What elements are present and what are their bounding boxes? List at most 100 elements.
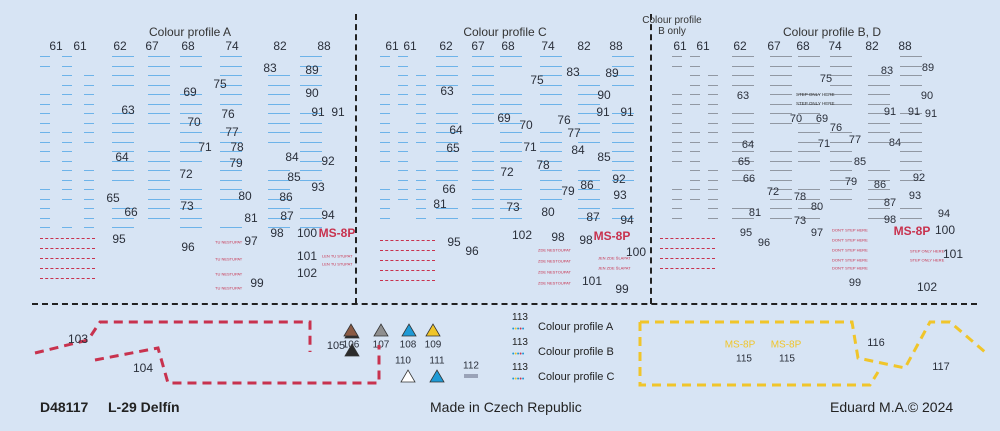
decal-number-68: 68 [796, 39, 810, 53]
profile-label-a: Colour profile A [538, 321, 614, 333]
stencil-text [540, 84, 562, 86]
stencil-text [540, 132, 562, 133]
stencil-text [112, 217, 134, 219]
decal-number-84: 84 [888, 137, 902, 149]
stencil-text [690, 94, 700, 95]
stencil-text [578, 122, 600, 124]
decal-number-61: 61 [403, 39, 417, 53]
stencil-warning-text: DON'T STEP HERE [832, 237, 868, 243]
stencil-text [380, 113, 390, 114]
stencil-text [84, 217, 94, 219]
decal-number-79: 79 [844, 176, 858, 188]
stencil-text [732, 170, 754, 171]
decal-number-61: 61 [73, 39, 87, 53]
stencil-text [578, 75, 600, 76]
stencil-text [578, 208, 600, 209]
stencil-text [708, 179, 718, 181]
stencil-text [770, 151, 792, 152]
decal-number-80: 80 [810, 201, 824, 213]
stencil-text [180, 141, 202, 143]
stencil-text [672, 56, 682, 57]
decal-number-117: 117 [932, 361, 950, 373]
decal-number-94: 94 [937, 208, 951, 220]
decal-number-107: 107 [372, 339, 390, 351]
stencil-text [380, 94, 390, 95]
triangle-decal-108 [401, 323, 417, 337]
stencil-text [770, 160, 792, 162]
stencil-text [300, 56, 322, 57]
stencil-text [690, 151, 700, 152]
decal-number-87: 87 [280, 209, 294, 223]
stencil-text [148, 113, 170, 114]
decal-number-88: 88 [898, 39, 912, 53]
sheet-title: L-29 Delfín [108, 399, 180, 415]
decal-number-63: 63 [736, 90, 750, 102]
stencil-text [732, 217, 754, 219]
decal-number-77: 77 [225, 125, 239, 139]
stencil-text [112, 122, 134, 124]
stencil-text [62, 94, 72, 95]
decal-number-71: 71 [198, 140, 212, 154]
stencil-text [798, 65, 820, 67]
stencil-text [300, 151, 322, 152]
stencil-text [868, 208, 890, 209]
stencil-text [500, 189, 522, 190]
stencil-text [868, 141, 890, 143]
stencil-text [380, 56, 390, 57]
decal-number-73: 73 [180, 199, 194, 213]
decal-number-66: 66 [742, 173, 756, 185]
stencil-text [148, 56, 170, 57]
stencil-text [732, 141, 754, 143]
decal-number-91: 91 [907, 106, 921, 118]
stencil-text [708, 189, 718, 190]
decal-number-76: 76 [221, 107, 235, 121]
dots-icon: ••••• [512, 326, 525, 333]
stencil-text [500, 151, 522, 152]
stencil-text [472, 103, 494, 105]
stencil-text [770, 75, 792, 76]
decal-number-77: 77 [567, 126, 581, 140]
stencil-text [62, 56, 72, 57]
triangle-decal-110 [400, 369, 416, 383]
stencil-text [690, 141, 700, 143]
stencil-text [268, 198, 290, 200]
stencil-text [500, 132, 522, 133]
decal-number-72: 72 [179, 167, 193, 181]
stencil-text [84, 141, 94, 143]
stencil-text [770, 208, 792, 209]
stencil-text [732, 160, 754, 162]
decal-number-101: 101 [942, 247, 964, 261]
stencil-text [148, 208, 170, 209]
decal-number-112: 112 [463, 360, 479, 372]
decal-number-94: 94 [321, 208, 335, 222]
decal-number-81: 81 [433, 197, 447, 211]
decal-number-68: 68 [501, 39, 515, 53]
stencil-text [868, 170, 890, 171]
stencil-text [40, 122, 50, 124]
stencil-text [62, 160, 72, 162]
stencil-text [830, 65, 852, 67]
decal-number-91: 91 [331, 105, 345, 119]
walkway-line [40, 248, 95, 250]
stencil-text [732, 132, 754, 133]
decal-number-65: 65 [737, 156, 751, 168]
stencil-text [612, 65, 634, 67]
stencil-text [690, 160, 700, 162]
decal-number-91: 91 [883, 106, 897, 118]
profile-label-c: Colour profile C [538, 371, 615, 383]
stencil-warning-text: ZDE NESTOUPAT [538, 269, 571, 275]
stencil-text [732, 151, 754, 152]
decal-number-64: 64 [449, 123, 463, 137]
stencil-text [220, 75, 242, 76]
stencil-text [578, 198, 600, 200]
decal-number-98: 98 [551, 230, 565, 244]
stencil-text [732, 113, 754, 114]
stencil-text [472, 208, 494, 209]
decal-number-113: 113 [512, 337, 528, 348]
decal-number-94: 94 [620, 213, 634, 227]
stencil-text [300, 170, 322, 171]
stencil-text [690, 56, 700, 57]
stencil-text [220, 198, 242, 200]
stencil-text [830, 160, 852, 162]
stencil-text [578, 103, 600, 105]
